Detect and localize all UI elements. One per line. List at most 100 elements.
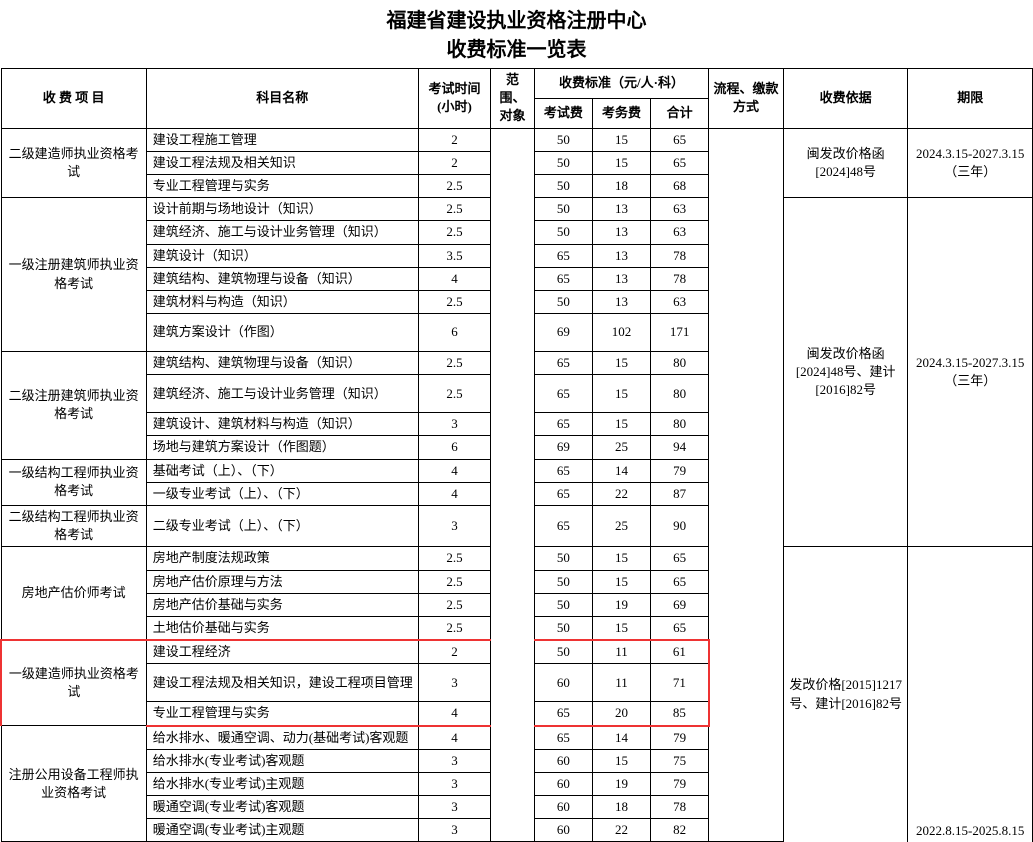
cell-fee-exam: 65 (534, 726, 592, 750)
cell-subject: 设计前期与场地设计（知识） (146, 198, 418, 221)
th-basis: 收费依据 (783, 69, 908, 129)
page-subtitle: 收费标准一览表 (0, 33, 1033, 68)
cell-subject: 建设工程法规及相关知识，建设工程项目管理 (146, 664, 418, 702)
table-row: 二级建造师执业资格考试建设工程施工管理2501565闽发改价格函[2024]48… (1, 128, 1033, 151)
cell-fee-total: 80 (651, 375, 709, 413)
cell-fee-total: 82 (651, 819, 709, 842)
cell-subject: 建筑方案设计（作图） (146, 314, 418, 352)
cell-fee-total: 65 (651, 570, 709, 593)
cell-fee-exam: 50 (534, 151, 592, 174)
cell-subject: 建设工程法规及相关知识 (146, 151, 418, 174)
cell-subject: 房地产估价基础与实务 (146, 593, 418, 616)
cell-fee-total: 75 (651, 749, 709, 772)
cell-fee-total: 87 (651, 482, 709, 505)
cell-fee-svc: 15 (592, 749, 650, 772)
cell-fee-total: 79 (651, 459, 709, 482)
cell-fee-svc: 13 (592, 198, 650, 221)
cell-fee-total: 65 (651, 151, 709, 174)
cell-process (709, 128, 784, 842)
cell-fee-svc: 14 (592, 726, 650, 750)
cell-scope (491, 128, 535, 842)
cell-fee-svc: 18 (592, 796, 650, 819)
cell-fee-total: 79 (651, 772, 709, 795)
cell-hours: 3.5 (418, 244, 491, 267)
cell-fee-exam: 50 (534, 593, 592, 616)
cell-fee-exam: 50 (534, 640, 592, 664)
cell-fee-svc: 15 (592, 151, 650, 174)
cell-fee-exam: 69 (534, 436, 592, 459)
cell-fee-svc: 20 (592, 702, 650, 726)
cell-subject: 给水排水(专业考试)客观题 (146, 749, 418, 772)
cell-fee-svc: 22 (592, 819, 650, 842)
cell-fee-svc: 14 (592, 459, 650, 482)
cell-subject: 专业工程管理与实务 (146, 702, 418, 726)
cell-fee-total: 78 (651, 796, 709, 819)
cell-hours: 3 (418, 796, 491, 819)
cell-subject: 建筑设计（知识） (146, 244, 418, 267)
cell-fee-exam: 69 (534, 314, 592, 352)
cell-fee-total: 79 (651, 726, 709, 750)
th-scope: 范围、对象 (491, 69, 535, 129)
cell-hours: 6 (418, 314, 491, 352)
cell-fee-total: 65 (651, 547, 709, 570)
cell-fee-total: 69 (651, 593, 709, 616)
cell-hours: 3 (418, 664, 491, 702)
th-fee-total: 合计 (651, 98, 709, 128)
cell-project: 二级注册建筑师执业资格考试 (1, 352, 146, 460)
cell-fee-total: 80 (651, 413, 709, 436)
cell-fee-exam: 50 (534, 128, 592, 151)
cell-hours: 3 (418, 749, 491, 772)
cell-fee-exam: 65 (534, 413, 592, 436)
cell-fee-exam: 65 (534, 459, 592, 482)
cell-basis: 闽发改价格函[2024]48号、建计[2016]82号 (783, 198, 908, 547)
cell-fee-exam: 50 (534, 570, 592, 593)
th-project: 收 费 项 目 (1, 69, 146, 129)
cell-project: 房地产估价师考试 (1, 547, 146, 640)
cell-fee-total: 65 (651, 616, 709, 640)
th-fee-group: 收费标准（元/人·科） (534, 69, 708, 99)
cell-fee-total: 63 (651, 290, 709, 313)
cell-fee-exam: 60 (534, 664, 592, 702)
cell-fee-svc: 102 (592, 314, 650, 352)
cell-subject: 房地产制度法规政策 (146, 547, 418, 570)
cell-subject: 建筑材料与构造（知识） (146, 290, 418, 313)
cell-project: 注册公用设备工程师执业资格考试 (1, 726, 146, 842)
cell-hours: 2 (418, 640, 491, 664)
cell-fee-total: 63 (651, 221, 709, 244)
cell-fee-total: 65 (651, 128, 709, 151)
cell-subject: 专业工程管理与实务 (146, 174, 418, 197)
cell-subject: 基础考试（上）、（下） (146, 459, 418, 482)
cell-hours: 3 (418, 772, 491, 795)
cell-fee-svc: 22 (592, 482, 650, 505)
cell-fee-exam: 60 (534, 819, 592, 842)
cell-hours: 2.5 (418, 375, 491, 413)
cell-hours: 4 (418, 482, 491, 505)
cell-fee-svc: 15 (592, 352, 650, 375)
th-process: 流程、缴款方式 (709, 69, 784, 129)
cell-hours: 2.5 (418, 290, 491, 313)
cell-fee-exam: 60 (534, 772, 592, 795)
cell-fee-exam: 50 (534, 174, 592, 197)
cell-subject: 建设工程施工管理 (146, 128, 418, 151)
cell-subject: 土地估价基础与实务 (146, 616, 418, 640)
cell-fee-exam: 65 (534, 352, 592, 375)
cell-subject: 给水排水(专业考试)主观题 (146, 772, 418, 795)
cell-fee-total: 171 (651, 314, 709, 352)
cell-hours: 2.5 (418, 221, 491, 244)
th-subject: 科目名称 (146, 69, 418, 129)
cell-subject: 给水排水、暖通空调、动力(基础考试)客观题 (146, 726, 418, 750)
cell-hours: 2.5 (418, 198, 491, 221)
cell-fee-svc: 19 (592, 772, 650, 795)
cell-fee-svc: 25 (592, 506, 650, 547)
cell-hours: 2 (418, 128, 491, 151)
cell-fee-total: 61 (651, 640, 709, 664)
cell-fee-exam: 50 (534, 616, 592, 640)
cell-fee-exam: 50 (534, 198, 592, 221)
cell-hours: 2.5 (418, 570, 491, 593)
th-fee-svc: 考务费 (592, 98, 650, 128)
cell-fee-exam: 60 (534, 749, 592, 772)
cell-fee-exam: 50 (534, 547, 592, 570)
cell-hours: 3 (418, 506, 491, 547)
cell-hours: 4 (418, 702, 491, 726)
cell-subject: 暖通空调(专业考试)客观题 (146, 796, 418, 819)
